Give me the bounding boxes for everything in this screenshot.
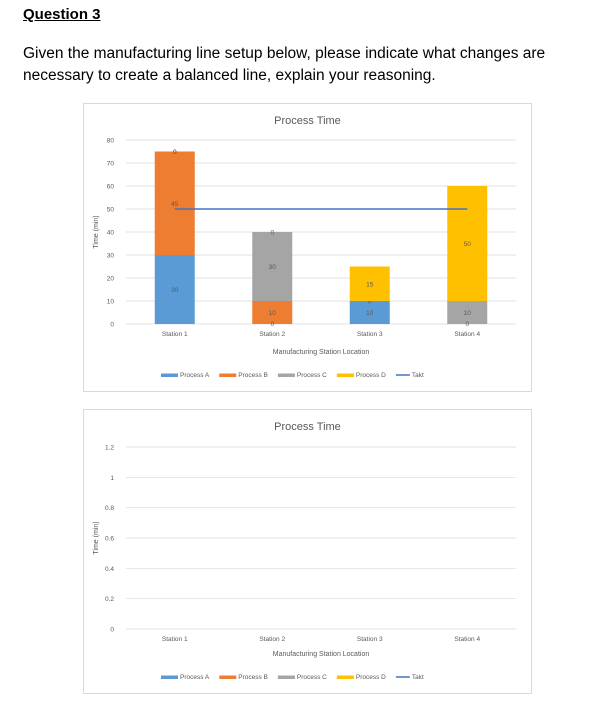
x-tick-label: Station 2 [259,331,285,338]
chart-svg-1: Process Time 0 10 20 30 40 50 60 70 80 Time (min) S… [93,115,516,379]
x-tick-label: Station 2 [259,636,285,643]
legend-swatch [161,373,178,377]
x-tick-label: Station 3 [357,331,383,338]
y-tick-label: 0.8 [105,505,114,512]
data-label: 10 [366,310,374,317]
y-axis-label: Time (min) [93,215,100,248]
chart-title: Process Time [274,421,341,433]
x-tick-label: Station 1 [162,331,188,338]
y-tick-label: 70 [107,161,115,168]
y-tick-label: 60 [107,184,115,191]
x-tick-label: Station 4 [454,636,480,643]
data-label: 0 [368,299,372,306]
y-tick-label: 20 [107,276,115,283]
y-tick-label: 1 [110,475,114,482]
legend-label: Process A [180,372,210,379]
data-label: 0 [465,321,469,328]
x-axis-label: Manufacturing Station Location [273,349,370,356]
question-heading: Question 3 [23,6,101,23]
bar-segment [447,186,488,301]
y-tick-label: 0.6 [105,536,114,543]
legend-swatch [219,675,237,679]
chart-title: Process Time [274,115,341,127]
x-axis-label: Manufacturing Station Location [273,651,370,658]
legend-swatch [219,373,237,377]
legend-label: Process B [238,372,268,379]
y-tick-label: 0.4 [105,566,114,573]
legend-swatch [277,373,295,377]
bar-segment [252,301,293,324]
data-label: 30 [269,264,277,271]
bar-segment [252,232,293,301]
y-tick-label: 1.2 [105,445,114,452]
legend-label: Process B [238,674,268,681]
y-tick-label: 80 [107,138,115,145]
data-label: 10 [269,310,277,317]
legend-swatch [336,675,354,679]
legend-label: Process A [180,674,210,681]
legend-swatch [336,373,354,377]
bar-segment [154,151,195,255]
data-label: 50 [464,241,472,248]
data-label: 0 [270,230,274,237]
x-tick-label: Station 3 [357,636,383,643]
legend-label: Process C [297,372,327,379]
legend-label: Takt [412,674,424,681]
legend-swatch [277,675,295,679]
bar-segment [349,301,390,324]
data-label: 0 [270,321,274,328]
legend-label: Takt [412,372,424,379]
data-label: 0 [173,149,177,156]
y-tick-label: 50 [107,207,115,214]
legend-label: Process D [356,372,386,379]
legend-swatch [161,675,178,679]
data-label: 45 [171,201,179,208]
y-axis-label: Time (min) [93,521,100,554]
y-tick-label: 0 [110,322,114,329]
legend-label: Process D [356,674,386,681]
bar-segment [349,266,390,301]
bar-segment [447,301,488,324]
y-tick-label: 0 [110,627,114,634]
data-label: 10 [464,310,472,317]
data-label: 15 [366,281,374,288]
x-tick-label: Station 1 [162,636,188,643]
y-tick-label: 10 [107,299,115,306]
y-tick-label: 30 [107,253,115,260]
legend-label: Process C [297,674,327,681]
x-tick-label: Station 4 [454,331,480,338]
process-time-chart-filled: Process Time 0 10 20 30 40 50 60 70 80 Time (min) S… [83,103,532,392]
data-label: 0 [173,149,177,156]
question-text: Given the manufacturing line setup below… [23,45,546,84]
process-time-chart-blank: Process Time 0 0.2 0.4 0.6 0.8 1 1.2 Time (min) S… [83,409,532,694]
chart-svg-2: Process Time 0 0.2 0.4 0.6 0.8 1 1.2 Time (min) S… [93,421,516,681]
bar-segment [154,255,195,324]
y-tick-label: 40 [107,230,115,237]
y-tick-label: 0.2 [105,596,114,603]
data-label: 30 [171,287,179,294]
